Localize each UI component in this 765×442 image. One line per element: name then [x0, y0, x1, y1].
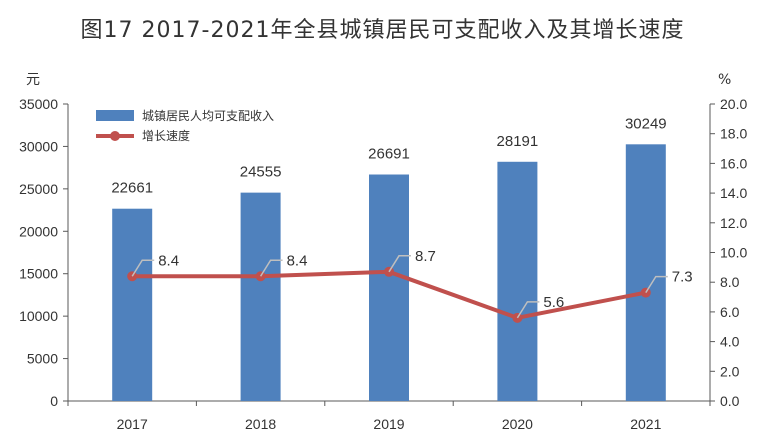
- growth-value-label: 8.4: [158, 252, 179, 269]
- right-axis-unit: %: [718, 72, 731, 88]
- bar: [240, 192, 281, 401]
- right-tick-label: 2.0: [720, 363, 740, 379]
- left-tick-label: 5000: [27, 351, 58, 367]
- left-tick-label: 30000: [19, 138, 58, 154]
- left-tick-label: 15000: [19, 266, 58, 282]
- bar-value-label: 24555: [240, 164, 282, 181]
- right-tick-label: 6.0: [720, 304, 740, 320]
- left-tick-label: 0: [50, 393, 58, 409]
- right-tick-label: 16.0: [720, 155, 747, 171]
- right-tick-label: 20.0: [720, 96, 747, 112]
- right-tick-label: 18.0: [720, 126, 747, 142]
- growth-value-label: 8.4: [287, 252, 308, 269]
- leader-line: [645, 275, 668, 293]
- right-tick-label: 0.0: [720, 393, 740, 409]
- x-tick-label: 2021: [630, 416, 661, 432]
- bar-value-label: 28191: [497, 133, 539, 150]
- growth-value-label: 7.3: [672, 269, 693, 286]
- x-tick-label: 2019: [373, 416, 404, 432]
- legend-bar-swatch: [96, 110, 134, 121]
- growth-value-label: 8.7: [415, 248, 436, 265]
- bar-value-label: 30249: [625, 115, 667, 132]
- bar: [369, 174, 409, 401]
- left-tick-label: 20000: [19, 223, 58, 239]
- chart-title: 图17 2017-2021年全县城镇居民可支配收入及其增长速度: [80, 18, 685, 43]
- left-axis-unit: 元: [26, 72, 40, 88]
- x-tick-label: 2017: [117, 416, 148, 432]
- right-tick-label: 8.0: [720, 274, 740, 290]
- legend-bar-label: 城镇居民人均可支配收入: [142, 109, 274, 123]
- bar: [497, 161, 538, 401]
- x-tick-label: 2018: [245, 416, 276, 432]
- leader-line: [259, 259, 283, 277]
- leader-line: [388, 255, 411, 273]
- bar-value-label: 26691: [368, 146, 410, 163]
- left-tick-label: 10000: [19, 308, 58, 324]
- right-tick-label: 14.0: [720, 185, 747, 201]
- bar: [625, 144, 666, 402]
- legend-line-marker: [110, 131, 120, 141]
- x-tick-label: 2020: [502, 416, 533, 432]
- bar-value-label: 22661: [111, 180, 153, 197]
- left-tick-label: 35000: [19, 96, 58, 112]
- leader-line: [516, 301, 540, 319]
- legend-line-label: 增长速度: [142, 128, 190, 143]
- right-tick-label: 12.0: [720, 215, 747, 231]
- right-tick-label: 4.0: [720, 334, 740, 350]
- leader-line: [131, 259, 155, 277]
- bar: [112, 208, 153, 401]
- left-tick-label: 25000: [19, 181, 58, 197]
- growth-value-label: 5.6: [543, 294, 564, 311]
- right-tick-label: 10.0: [720, 245, 747, 261]
